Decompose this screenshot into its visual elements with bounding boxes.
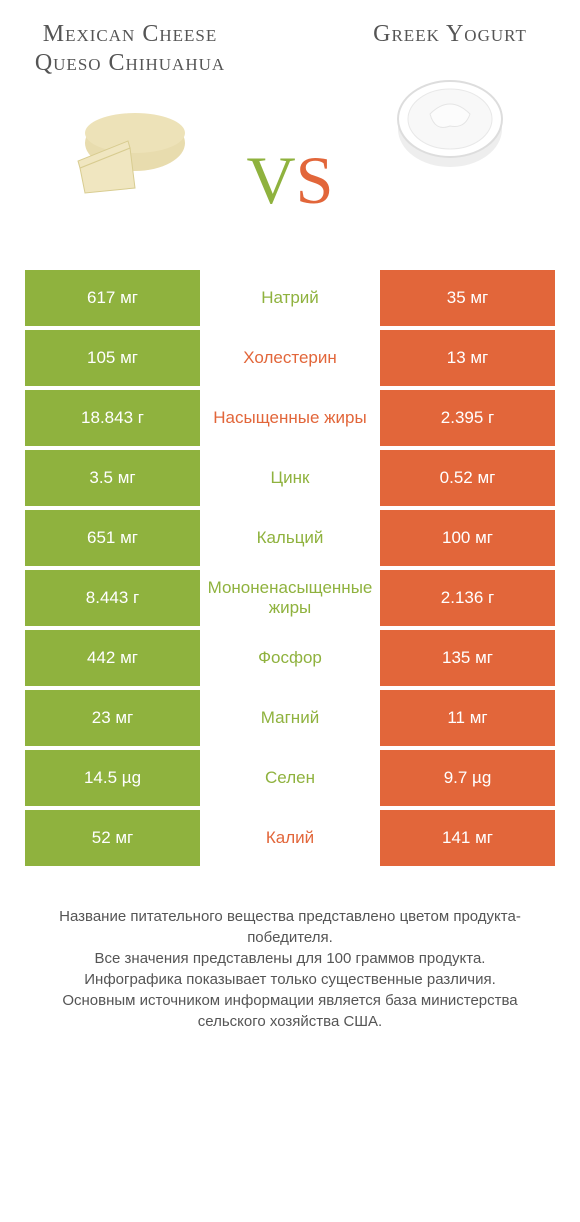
table-row: 23 мгМагний11 мг bbox=[25, 690, 555, 746]
left-value: 18.843 г bbox=[25, 390, 200, 446]
vs-v: V bbox=[247, 142, 296, 218]
footer-line: Все значения представлены для 100 граммо… bbox=[30, 948, 550, 969]
nutrient-label: Фосфор bbox=[200, 630, 380, 686]
right-value: 2.136 г bbox=[380, 570, 555, 626]
right-value: 2.395 г bbox=[380, 390, 555, 446]
footer-line: Инфографика показывает только существенн… bbox=[30, 969, 550, 990]
right-value: 9.7 µg bbox=[380, 750, 555, 806]
left-value: 3.5 мг bbox=[25, 450, 200, 506]
table-row: 18.843 гНасыщенные жиры2.395 г bbox=[25, 390, 555, 446]
nutrient-label: Холестерин bbox=[200, 330, 380, 386]
header: Mexican Cheese Queso Chihuahua VS Greek … bbox=[0, 0, 580, 250]
table-row: 52 мгКалий141 мг bbox=[25, 810, 555, 866]
left-product-title: Mexican Cheese Queso Chihuahua bbox=[30, 20, 230, 78]
vs-label: VS bbox=[247, 20, 334, 240]
right-value: 11 мг bbox=[380, 690, 555, 746]
left-value: 23 мг bbox=[25, 690, 200, 746]
nutrient-label: Магний bbox=[200, 690, 380, 746]
nutrient-label: Насыщенные жиры bbox=[200, 390, 380, 446]
right-value: 100 мг bbox=[380, 510, 555, 566]
footer-line: Название питательного вещества представл… bbox=[30, 906, 550, 948]
yogurt-image bbox=[380, 64, 520, 174]
right-value: 35 мг bbox=[380, 270, 555, 326]
nutrient-label: Кальций bbox=[200, 510, 380, 566]
left-value: 8.443 г bbox=[25, 570, 200, 626]
table-row: 617 мгНатрий35 мг bbox=[25, 270, 555, 326]
left-value: 617 мг bbox=[25, 270, 200, 326]
left-value: 442 мг bbox=[25, 630, 200, 686]
right-value: 13 мг bbox=[380, 330, 555, 386]
right-value: 135 мг bbox=[380, 630, 555, 686]
vs-s: S bbox=[296, 142, 334, 218]
right-product-title: Greek Yogurt bbox=[373, 20, 527, 49]
left-product: Mexican Cheese Queso Chihuahua bbox=[30, 20, 230, 203]
nutrient-label: Натрий bbox=[200, 270, 380, 326]
right-value: 141 мг bbox=[380, 810, 555, 866]
left-value: 14.5 µg bbox=[25, 750, 200, 806]
nutrient-label: Калий bbox=[200, 810, 380, 866]
left-value: 651 мг bbox=[25, 510, 200, 566]
right-value: 0.52 мг bbox=[380, 450, 555, 506]
footer-note: Название питательного вещества представл… bbox=[30, 906, 550, 1032]
footer-line: Основным источником информации является … bbox=[30, 990, 550, 1032]
table-row: 651 мгКальций100 мг bbox=[25, 510, 555, 566]
cheese-image bbox=[60, 93, 200, 203]
table-row: 3.5 мгЦинк0.52 мг bbox=[25, 450, 555, 506]
table-row: 8.443 гМононенасыщенные жиры2.136 г bbox=[25, 570, 555, 626]
table-row: 14.5 µgСелен9.7 µg bbox=[25, 750, 555, 806]
nutrient-label: Мононенасыщенные жиры bbox=[200, 570, 380, 626]
table-row: 442 мгФосфор135 мг bbox=[25, 630, 555, 686]
left-value: 52 мг bbox=[25, 810, 200, 866]
table-row: 105 мгХолестерин13 мг bbox=[25, 330, 555, 386]
nutrient-label: Цинк bbox=[200, 450, 380, 506]
left-value: 105 мг bbox=[25, 330, 200, 386]
nutrient-label: Селен bbox=[200, 750, 380, 806]
right-product: Greek Yogurt bbox=[350, 20, 550, 174]
nutrition-table: 617 мгНатрий35 мг105 мгХолестерин13 мг18… bbox=[25, 270, 555, 866]
